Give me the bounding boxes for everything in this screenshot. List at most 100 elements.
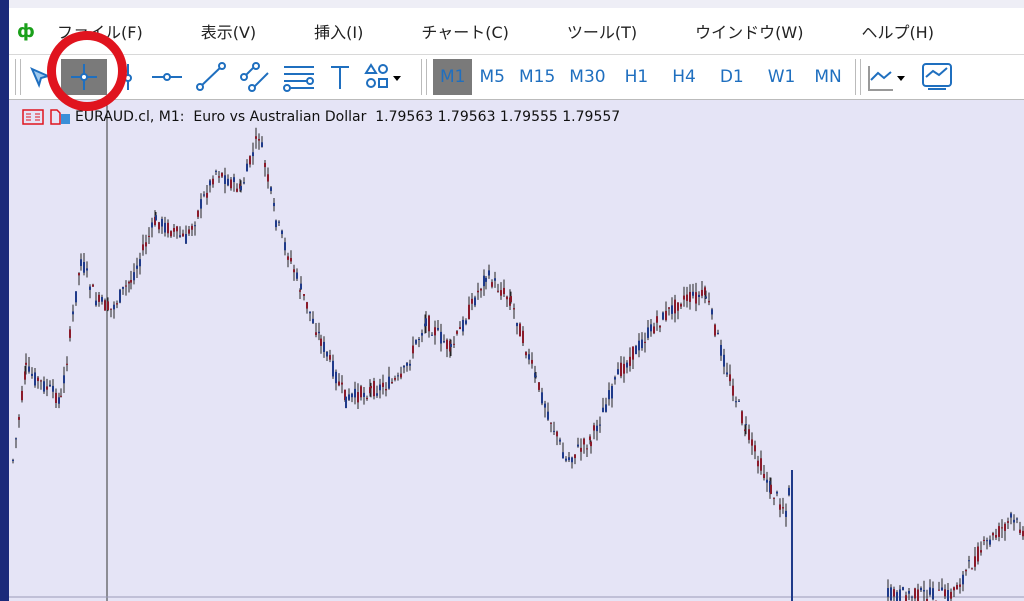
cursor-icon[interactable] [27, 59, 53, 95]
candle-body [983, 539, 985, 541]
candle-body [698, 294, 700, 298]
candle-body [635, 345, 637, 355]
candle-body [553, 430, 555, 432]
candle-body [78, 273, 80, 276]
price-chart[interactable]: EURAUD.cl, M1: Euro vs Australian Dollar… [9, 100, 1024, 601]
candle-body [86, 268, 88, 271]
candle-body [373, 381, 375, 397]
candle-body [258, 139, 260, 141]
candle-body [341, 382, 343, 385]
menu-chart[interactable]: チャート(C) [421, 23, 509, 42]
candle-body [89, 286, 91, 290]
candle-body [24, 371, 26, 380]
candle-body [513, 308, 515, 310]
copy-chart-icon[interactable] [47, 108, 75, 126]
candle-body [351, 393, 353, 398]
candle-body [711, 309, 713, 315]
timeframe-m1[interactable]: M1 [433, 59, 473, 95]
candle-body [938, 589, 940, 591]
candle-body [776, 491, 778, 494]
candle-body [370, 385, 372, 389]
menu-help[interactable]: ヘルプ(H) [861, 23, 934, 42]
chart-template-icon[interactable] [919, 59, 955, 95]
candle-body [58, 397, 60, 404]
timeframe-mn[interactable]: MN [814, 67, 842, 87]
candle-body [173, 228, 175, 232]
app-logo-icon: ф [17, 20, 35, 42]
candle-body [315, 332, 317, 335]
candle-body [1022, 530, 1024, 537]
candle-body [221, 172, 223, 177]
candle-body [145, 242, 147, 247]
text-icon[interactable] [325, 59, 355, 95]
candle-body [962, 574, 964, 585]
candle-body [227, 178, 229, 186]
candle-body [335, 371, 337, 384]
candle-body [468, 304, 470, 319]
timeframe-d1[interactable]: D1 [719, 67, 744, 87]
chart-list-icon[interactable] [21, 108, 47, 126]
candle-body [309, 311, 311, 314]
chart-symbol: EURAUD.cl, M1: [75, 109, 185, 125]
candle-body [418, 338, 420, 340]
timeframe-m5[interactable]: M5 [479, 67, 505, 87]
candle-body [656, 316, 658, 323]
candle-body [589, 436, 591, 441]
trendline-icon[interactable] [193, 59, 229, 95]
candle-body [662, 312, 664, 320]
candle-body [689, 291, 691, 302]
horizontal-line-icon[interactable] [149, 59, 185, 95]
timeframe-m15[interactable]: M15 [518, 67, 556, 87]
candle-body [400, 373, 402, 378]
candle-body [547, 411, 549, 420]
candle-body [971, 568, 973, 570]
candle-body [98, 294, 100, 302]
menu-insert[interactable]: 挿入(I) [314, 23, 364, 42]
channel-icon[interactable] [237, 59, 273, 95]
candle-body [887, 588, 889, 597]
candle-body [580, 447, 582, 452]
shapes-icon[interactable] [363, 59, 407, 95]
candle-body [113, 304, 115, 310]
candle-body [122, 286, 124, 289]
candle-body [510, 296, 512, 302]
candle-body [992, 533, 994, 536]
menu-window[interactable]: ウインドウ(W) [695, 23, 804, 42]
candle-body [720, 344, 722, 356]
candle-body [49, 384, 51, 387]
menu-view[interactable]: 表示(V) [200, 23, 257, 42]
candle-body [1019, 529, 1021, 533]
candle-body [565, 458, 567, 461]
candle-body [599, 424, 601, 426]
candle-body [28, 366, 30, 372]
candle-body [586, 448, 588, 450]
candle-body [348, 394, 350, 400]
candle-body [394, 378, 396, 380]
candle-body [704, 287, 706, 295]
candle-body [60, 395, 62, 397]
candle-body [695, 292, 697, 304]
candle-body [385, 388, 387, 391]
candle-body [620, 362, 622, 377]
timeframe-m30[interactable]: M30 [569, 67, 606, 87]
menu-tools[interactable]: ツール(T) [566, 23, 638, 42]
candle-body [497, 290, 499, 292]
candle-body [626, 362, 628, 368]
toolbar-grip[interactable] [15, 59, 21, 95]
timeframe-h4[interactable]: H4 [672, 67, 696, 87]
candle-body [941, 587, 943, 591]
candle-body [568, 457, 570, 461]
candle-body [471, 298, 473, 304]
timeframe-h1[interactable]: H1 [624, 67, 649, 87]
candle-body [128, 281, 130, 284]
indicators-dropdown-icon[interactable] [867, 59, 911, 95]
candle-body [63, 375, 65, 384]
timeframe-w1[interactable]: W1 [767, 67, 796, 87]
candle-body [369, 387, 371, 394]
candle-body [550, 422, 552, 424]
candle-body [215, 170, 217, 172]
fibonacci-icon[interactable] [281, 59, 317, 95]
candle-body [176, 226, 178, 232]
candle-body [354, 388, 356, 398]
candle-body [956, 584, 958, 590]
